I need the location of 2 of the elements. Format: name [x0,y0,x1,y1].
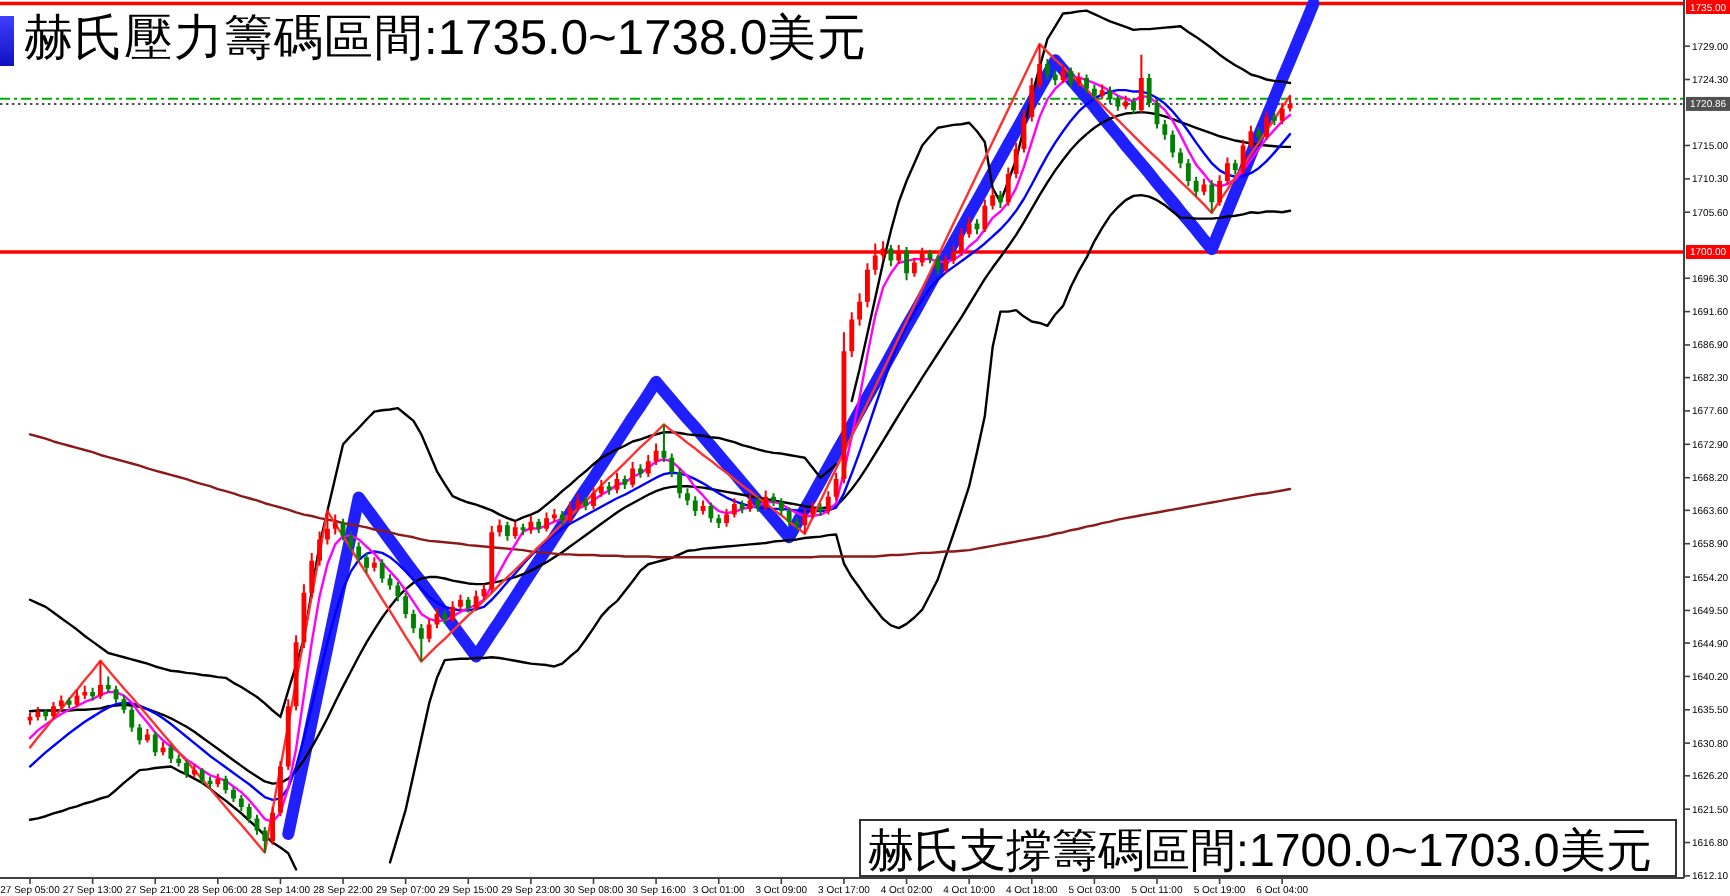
chart-title: 赫氏壓力籌碼區間:1735.0~1738.0美元 [24,10,868,66]
annotation: 赫氏支撐籌碼區間:1700.0~1703.0美元 [868,824,1652,876]
